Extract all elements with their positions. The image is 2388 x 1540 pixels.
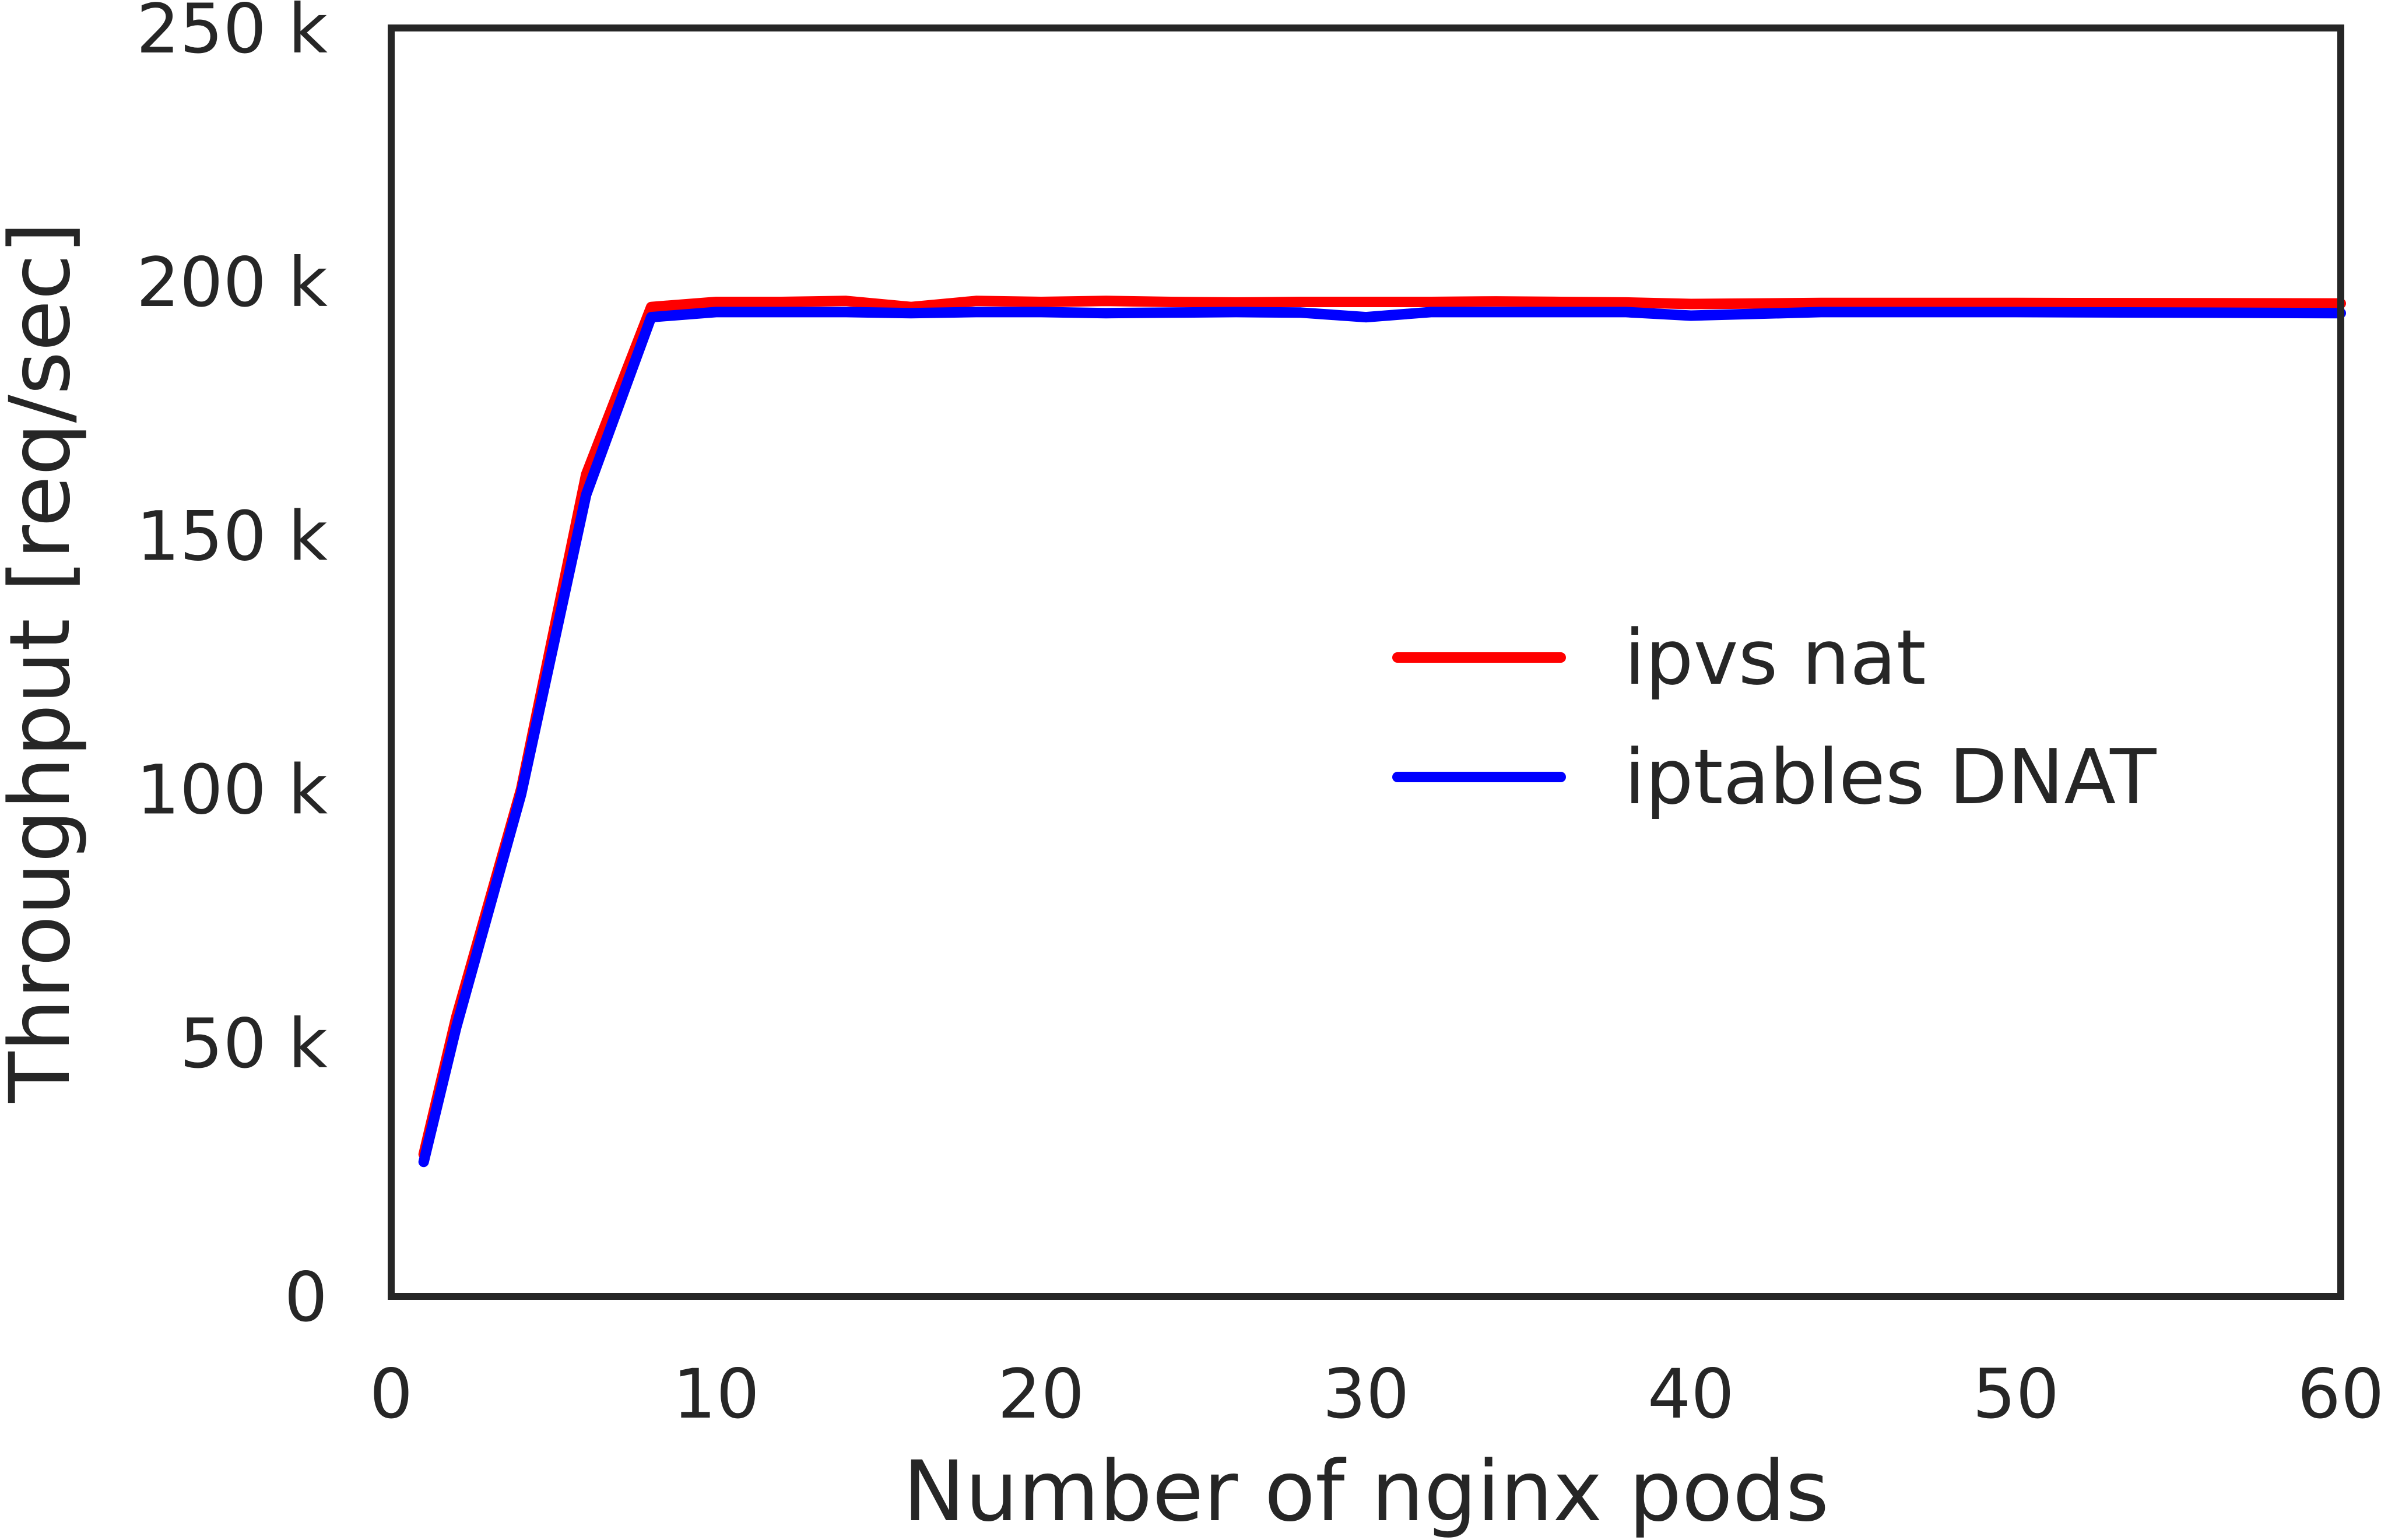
x-tick-label: 10 xyxy=(673,1354,760,1434)
series-line-iptables-dnat xyxy=(418,307,2346,1168)
y-tick-labels: 0 50 k 100 k 150 k 200 k 250 k xyxy=(136,0,328,1337)
series-layer xyxy=(418,296,2346,1168)
legend-label: ipvs nat xyxy=(1624,613,1926,702)
x-tick-label: 20 xyxy=(998,1354,1084,1434)
legend-label: iptables DNAT xyxy=(1624,733,2157,821)
y-tick-label: 50 k xyxy=(180,1004,328,1084)
x-tick-label: 40 xyxy=(1648,1354,1734,1434)
x-tick-label: 0 xyxy=(370,1354,413,1434)
y-tick-label: 150 k xyxy=(136,496,328,576)
plot-frame xyxy=(388,24,2344,1300)
y-tick-label: 250 k xyxy=(136,0,328,69)
x-tick-label: 50 xyxy=(1972,1354,2059,1434)
x-tick-label: 30 xyxy=(1323,1354,1410,1434)
y-tick-label: 0 xyxy=(285,1257,328,1337)
x-axis-label: Number of nginx pods xyxy=(903,1443,1829,1540)
x-tick-label: 60 xyxy=(2298,1354,2385,1434)
series-line-ipvs-nat xyxy=(418,296,2346,1160)
legend: ipvs nat iptables DNAT xyxy=(1392,613,2157,821)
x-tick-labels: 0 10 20 30 40 50 60 xyxy=(370,1354,2385,1434)
y-axis-label: Throughput [req/sec] xyxy=(0,221,89,1103)
y-tick-label: 100 k xyxy=(136,750,328,830)
y-tick-label: 200 k xyxy=(136,242,328,322)
